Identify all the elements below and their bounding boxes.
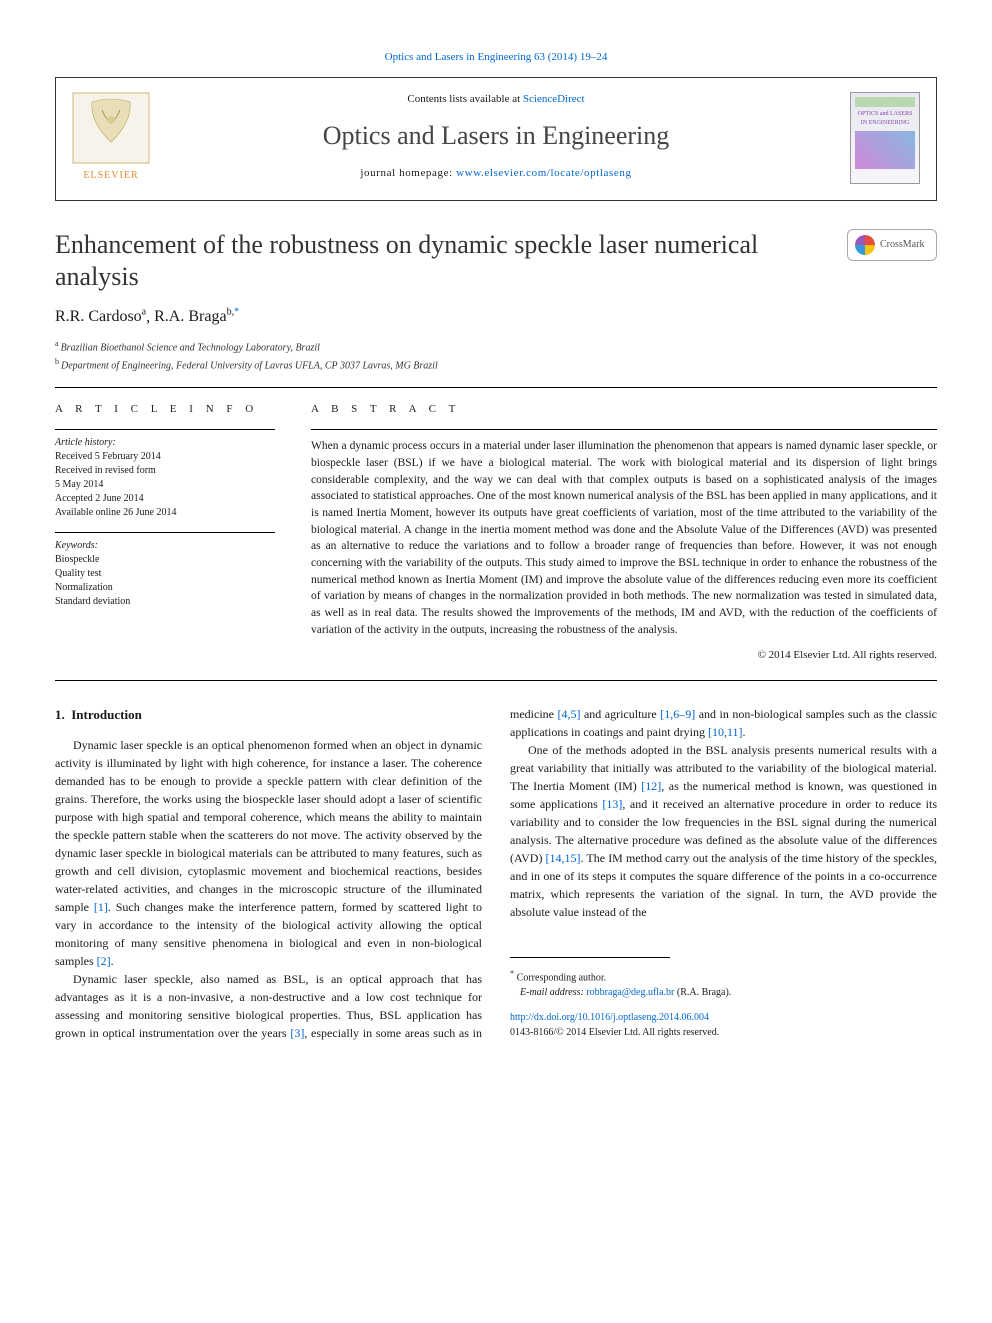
abstract-text: When a dynamic process occurs in a mater… (311, 438, 937, 638)
homepage-line: journal homepage: www.elsevier.com/locat… (76, 166, 916, 181)
article-info-heading: A R T I C L E I N F O (55, 402, 275, 417)
journal-cover-label: OPTICS and LASERS IN ENGINEERING (858, 111, 913, 125)
crossmark-label: CrossMark (880, 238, 924, 252)
keyword: Quality test (55, 567, 275, 581)
abstract: A B S T R A C T When a dynamic process o… (311, 402, 937, 664)
homepage-link[interactable]: www.elsevier.com/locate/optlaseng (456, 167, 631, 179)
journal-reference: Optics and Lasers in Engineering 63 (201… (55, 50, 937, 65)
author-2: R.A. Bragab,* (154, 308, 239, 325)
article-info: A R T I C L E I N F O Article history: R… (55, 402, 275, 664)
keyword: Biospeckle (55, 553, 275, 567)
corresponding-mark[interactable]: * (234, 307, 239, 318)
keyword: Normalization (55, 581, 275, 595)
contents-line: Contents lists available at ScienceDirec… (76, 92, 916, 107)
citation-link[interactable]: [13] (602, 797, 622, 811)
keywords-block: Keywords: Biospeckle Quality test Normal… (55, 539, 275, 609)
email-attribution: (R.A. Braga). (677, 987, 731, 998)
journal-name: Optics and Lasers in Engineering (76, 118, 916, 154)
history-line: Available online 26 June 2014 (55, 506, 275, 520)
citation-link[interactable]: [10,11] (708, 725, 743, 739)
article-body: 1. Introduction Dynamic laser speckle is… (55, 705, 937, 1043)
history-line: Received 5 February 2014 (55, 450, 275, 464)
homepage-prefix: journal homepage: (360, 167, 456, 179)
body-paragraph: Dynamic laser speckle is an optical phen… (55, 736, 482, 970)
keyword: Standard deviation (55, 595, 275, 609)
doi-link[interactable]: http://dx.doi.org/10.1016/j.optlaseng.20… (510, 1012, 709, 1023)
citation-link[interactable]: [14,15] (546, 851, 581, 865)
history-line: Accepted 2 June 2014 (55, 492, 275, 506)
rule-bottom (55, 680, 937, 681)
citation-link[interactable]: [3] (290, 1026, 304, 1040)
article-title: Enhancement of the robustness on dynamic… (55, 229, 827, 294)
citation-link[interactable]: [1] (94, 900, 108, 914)
article-history: Article history: Received 5 February 201… (55, 436, 275, 520)
corresponding-author-label: Corresponding author. (517, 972, 606, 983)
contents-prefix: Contents lists available at (407, 93, 522, 105)
citation-link[interactable]: [4,5] (557, 707, 580, 721)
footnote-rule (510, 957, 670, 964)
email-link[interactable]: robbraga@deg.ufla.br (586, 987, 674, 998)
abstract-heading: A B S T R A C T (311, 402, 937, 417)
crossmark-badge[interactable]: CrossMark (847, 229, 937, 261)
body-paragraph: One of the methods adopted in the BSL an… (510, 741, 937, 921)
history-line: 5 May 2014 (55, 478, 275, 492)
keywords-label: Keywords: (55, 539, 275, 553)
sciencedirect-link[interactable]: ScienceDirect (523, 93, 585, 105)
svg-text:ELSEVIER: ELSEVIER (83, 170, 138, 181)
citation-link[interactable]: [12] (641, 779, 661, 793)
citation-link[interactable]: [2] (97, 954, 111, 968)
elsevier-logo: ELSEVIER (72, 92, 150, 184)
journal-cover-thumb: OPTICS and LASERS IN ENGINEERING (850, 92, 920, 184)
affiliations: aBrazilian Bioethanol Science and Techno… (55, 338, 937, 373)
crossmark-icon (855, 235, 875, 255)
rule-top (55, 387, 937, 388)
abstract-copyright: © 2014 Elsevier Ltd. All rights reserved… (311, 648, 937, 663)
footnotes: * Corresponding author. E-mail address: … (510, 968, 937, 1000)
citation-link[interactable]: [1,6–9] (660, 707, 695, 721)
doi-line: http://dx.doi.org/10.1016/j.optlaseng.20… (510, 1010, 937, 1025)
affiliation-a: Brazilian Bioethanol Science and Technol… (61, 343, 320, 354)
issn-copyright: 0143-8166/© 2014 Elsevier Ltd. All right… (510, 1025, 937, 1040)
history-line: Received in revised form (55, 464, 275, 478)
affiliation-b: Department of Engineering, Federal Unive… (61, 360, 438, 371)
journal-header: ELSEVIER OPTICS and LASERS IN ENGINEERIN… (55, 77, 937, 200)
history-label: Article history: (55, 436, 275, 450)
authors: R.R. Cardosoa, R.A. Bragab,* (55, 306, 937, 329)
email-label: E-mail address: (520, 987, 584, 998)
journal-reference-link[interactable]: Optics and Lasers in Engineering 63 (201… (385, 51, 608, 63)
author-1: R.R. Cardosoa (55, 308, 146, 325)
section-heading: 1. Introduction (55, 705, 482, 725)
